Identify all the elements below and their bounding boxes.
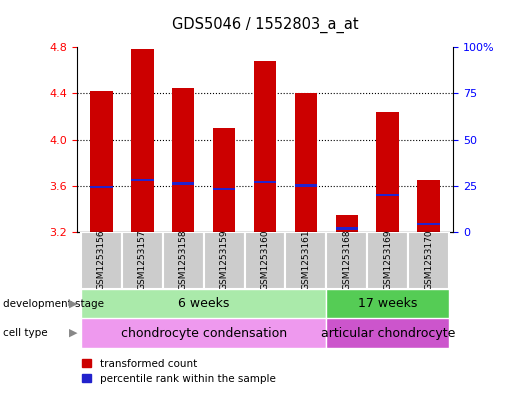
Text: GSM1253170: GSM1253170 — [424, 229, 433, 290]
Text: GSM1253161: GSM1253161 — [302, 229, 311, 290]
Bar — [244, 232, 286, 289]
Bar — [172, 182, 195, 185]
Text: GSM1253169: GSM1253169 — [383, 229, 392, 290]
Bar — [90, 185, 113, 188]
Bar — [417, 180, 440, 232]
Bar — [81, 318, 326, 348]
Bar — [213, 188, 235, 191]
Bar — [417, 222, 440, 225]
Text: 17 weeks: 17 weeks — [358, 297, 418, 310]
Bar — [326, 232, 367, 289]
Bar — [286, 232, 326, 289]
Bar — [122, 232, 163, 289]
Bar — [254, 181, 276, 184]
Bar — [408, 232, 449, 289]
Text: cell type: cell type — [3, 328, 47, 338]
Text: GSM1253156: GSM1253156 — [97, 229, 106, 290]
Bar — [335, 227, 358, 230]
Legend: transformed count, percentile rank within the sample: transformed count, percentile rank withi… — [82, 359, 276, 384]
Bar — [131, 50, 154, 232]
Bar — [81, 232, 122, 289]
Text: ▶: ▶ — [69, 299, 77, 309]
Bar — [163, 232, 204, 289]
Bar — [376, 194, 399, 196]
Bar — [367, 232, 408, 289]
Bar — [295, 184, 317, 187]
Bar — [81, 289, 326, 318]
Bar — [335, 215, 358, 232]
Text: GSM1253160: GSM1253160 — [261, 229, 269, 290]
Text: development stage: development stage — [3, 299, 104, 309]
Bar — [172, 88, 195, 232]
Text: GSM1253168: GSM1253168 — [342, 229, 351, 290]
Text: articular chondrocyte: articular chondrocyte — [321, 327, 455, 340]
Text: chondrocyte condensation: chondrocyte condensation — [121, 327, 287, 340]
Bar — [295, 93, 317, 232]
Bar — [213, 128, 235, 232]
Text: GSM1253159: GSM1253159 — [219, 229, 228, 290]
Bar — [90, 91, 113, 232]
Bar — [131, 179, 154, 181]
Bar — [204, 232, 244, 289]
Text: GDS5046 / 1552803_a_at: GDS5046 / 1552803_a_at — [172, 17, 358, 33]
Text: GSM1253157: GSM1253157 — [138, 229, 147, 290]
Bar — [326, 289, 449, 318]
Text: GSM1253158: GSM1253158 — [179, 229, 188, 290]
Bar — [326, 318, 449, 348]
Text: ▶: ▶ — [69, 328, 77, 338]
Bar — [376, 112, 399, 232]
Bar — [254, 61, 276, 232]
Text: 6 weeks: 6 weeks — [178, 297, 229, 310]
